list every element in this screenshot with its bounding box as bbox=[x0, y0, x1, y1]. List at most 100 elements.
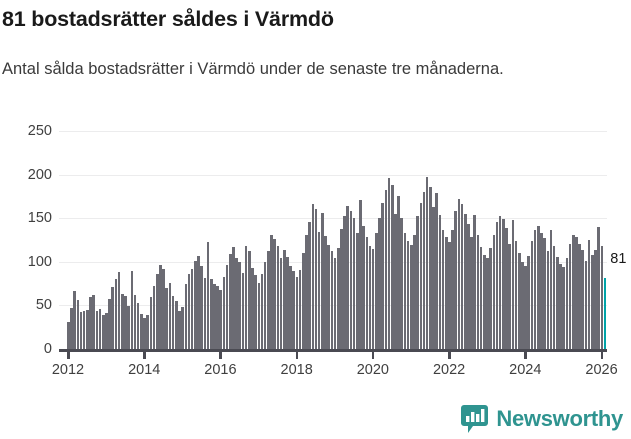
bar[interactable] bbox=[314, 209, 318, 349]
bar[interactable] bbox=[511, 219, 515, 349]
bar[interactable] bbox=[174, 301, 178, 349]
bar[interactable] bbox=[117, 272, 121, 349]
bar[interactable] bbox=[108, 299, 111, 349]
bar[interactable] bbox=[349, 211, 353, 349]
bar[interactable] bbox=[438, 214, 442, 349]
bar[interactable] bbox=[463, 213, 467, 349]
bar[interactable] bbox=[263, 261, 267, 349]
bar[interactable] bbox=[384, 190, 388, 349]
bar[interactable] bbox=[581, 250, 585, 349]
bar[interactable] bbox=[486, 258, 489, 349]
bar[interactable] bbox=[584, 260, 588, 349]
bar[interactable] bbox=[575, 237, 578, 349]
bar[interactable] bbox=[292, 270, 296, 349]
bar[interactable] bbox=[371, 248, 375, 349]
bar[interactable] bbox=[457, 199, 461, 349]
bar[interactable] bbox=[124, 295, 127, 349]
bar[interactable] bbox=[95, 310, 99, 349]
bar[interactable] bbox=[533, 229, 537, 349]
bar[interactable] bbox=[387, 178, 391, 349]
bar[interactable] bbox=[435, 192, 438, 349]
bar[interactable] bbox=[222, 276, 226, 349]
bar[interactable] bbox=[587, 240, 591, 349]
bar[interactable] bbox=[381, 202, 384, 349]
bar[interactable] bbox=[527, 255, 531, 349]
bar[interactable] bbox=[216, 286, 219, 349]
bar[interactable] bbox=[317, 232, 321, 349]
bar[interactable] bbox=[140, 314, 143, 349]
bar[interactable] bbox=[483, 254, 486, 349]
bar[interactable] bbox=[86, 309, 89, 349]
bar[interactable] bbox=[409, 245, 413, 349]
bar[interactable] bbox=[451, 230, 454, 349]
bar[interactable] bbox=[333, 258, 337, 349]
bar[interactable] bbox=[260, 274, 264, 349]
bar[interactable] bbox=[448, 241, 451, 349]
bar[interactable] bbox=[98, 308, 102, 349]
bar[interactable] bbox=[111, 287, 115, 349]
bar[interactable] bbox=[343, 216, 346, 349]
bar[interactable] bbox=[336, 247, 340, 349]
bar[interactable] bbox=[203, 277, 207, 349]
bar[interactable] bbox=[368, 246, 372, 349]
bar[interactable] bbox=[130, 270, 134, 349]
bar[interactable] bbox=[295, 276, 299, 349]
bar[interactable] bbox=[276, 246, 280, 349]
bar[interactable] bbox=[155, 274, 159, 349]
bar[interactable] bbox=[136, 302, 140, 349]
bar[interactable] bbox=[146, 315, 149, 349]
bar[interactable] bbox=[92, 294, 95, 349]
bar[interactable] bbox=[537, 226, 540, 349]
bar[interactable] bbox=[419, 203, 423, 349]
bar[interactable] bbox=[432, 206, 435, 349]
bar[interactable] bbox=[549, 230, 553, 349]
bar[interactable] bbox=[184, 284, 188, 349]
bar[interactable] bbox=[359, 199, 362, 349]
bar[interactable] bbox=[594, 250, 597, 349]
bar[interactable] bbox=[365, 237, 369, 349]
bar[interactable] bbox=[429, 186, 432, 349]
bar[interactable] bbox=[178, 310, 181, 349]
bar[interactable] bbox=[273, 239, 277, 349]
bar[interactable] bbox=[79, 311, 83, 349]
bar[interactable] bbox=[168, 282, 172, 349]
bar[interactable] bbox=[251, 267, 254, 349]
bar[interactable] bbox=[248, 251, 251, 349]
bar[interactable] bbox=[181, 307, 184, 349]
bar[interactable] bbox=[517, 253, 521, 349]
bar[interactable] bbox=[120, 294, 124, 349]
bar[interactable] bbox=[514, 240, 518, 349]
bar[interactable] bbox=[305, 234, 308, 349]
newsworthy-logo[interactable]: Newsworthy bbox=[461, 404, 623, 434]
bar[interactable] bbox=[422, 192, 426, 349]
bar[interactable] bbox=[232, 246, 235, 349]
bar[interactable] bbox=[530, 240, 534, 349]
bar[interactable] bbox=[225, 265, 229, 349]
bar[interactable] bbox=[403, 233, 407, 349]
bar[interactable] bbox=[70, 308, 73, 349]
bar[interactable] bbox=[454, 211, 458, 349]
bar[interactable] bbox=[194, 260, 197, 349]
bar[interactable] bbox=[600, 246, 604, 349]
bar[interactable] bbox=[470, 237, 473, 349]
bar[interactable] bbox=[127, 306, 130, 349]
bar[interactable] bbox=[397, 195, 400, 349]
bar[interactable] bbox=[76, 300, 80, 349]
bar[interactable] bbox=[495, 221, 499, 349]
bar[interactable] bbox=[524, 266, 527, 349]
bar[interactable] bbox=[425, 177, 429, 349]
bar[interactable] bbox=[597, 226, 600, 349]
bar[interactable] bbox=[289, 266, 292, 349]
bar[interactable] bbox=[467, 224, 470, 349]
bar[interactable] bbox=[473, 214, 477, 349]
bar[interactable] bbox=[521, 261, 524, 349]
bar[interactable] bbox=[476, 234, 480, 349]
bar[interactable] bbox=[165, 287, 169, 349]
bar[interactable] bbox=[197, 255, 200, 349]
bar[interactable] bbox=[171, 295, 175, 349]
bar[interactable] bbox=[489, 247, 492, 349]
bar[interactable] bbox=[244, 246, 248, 349]
bar[interactable] bbox=[101, 315, 105, 349]
bar[interactable] bbox=[267, 251, 270, 349]
bar[interactable] bbox=[219, 289, 223, 349]
